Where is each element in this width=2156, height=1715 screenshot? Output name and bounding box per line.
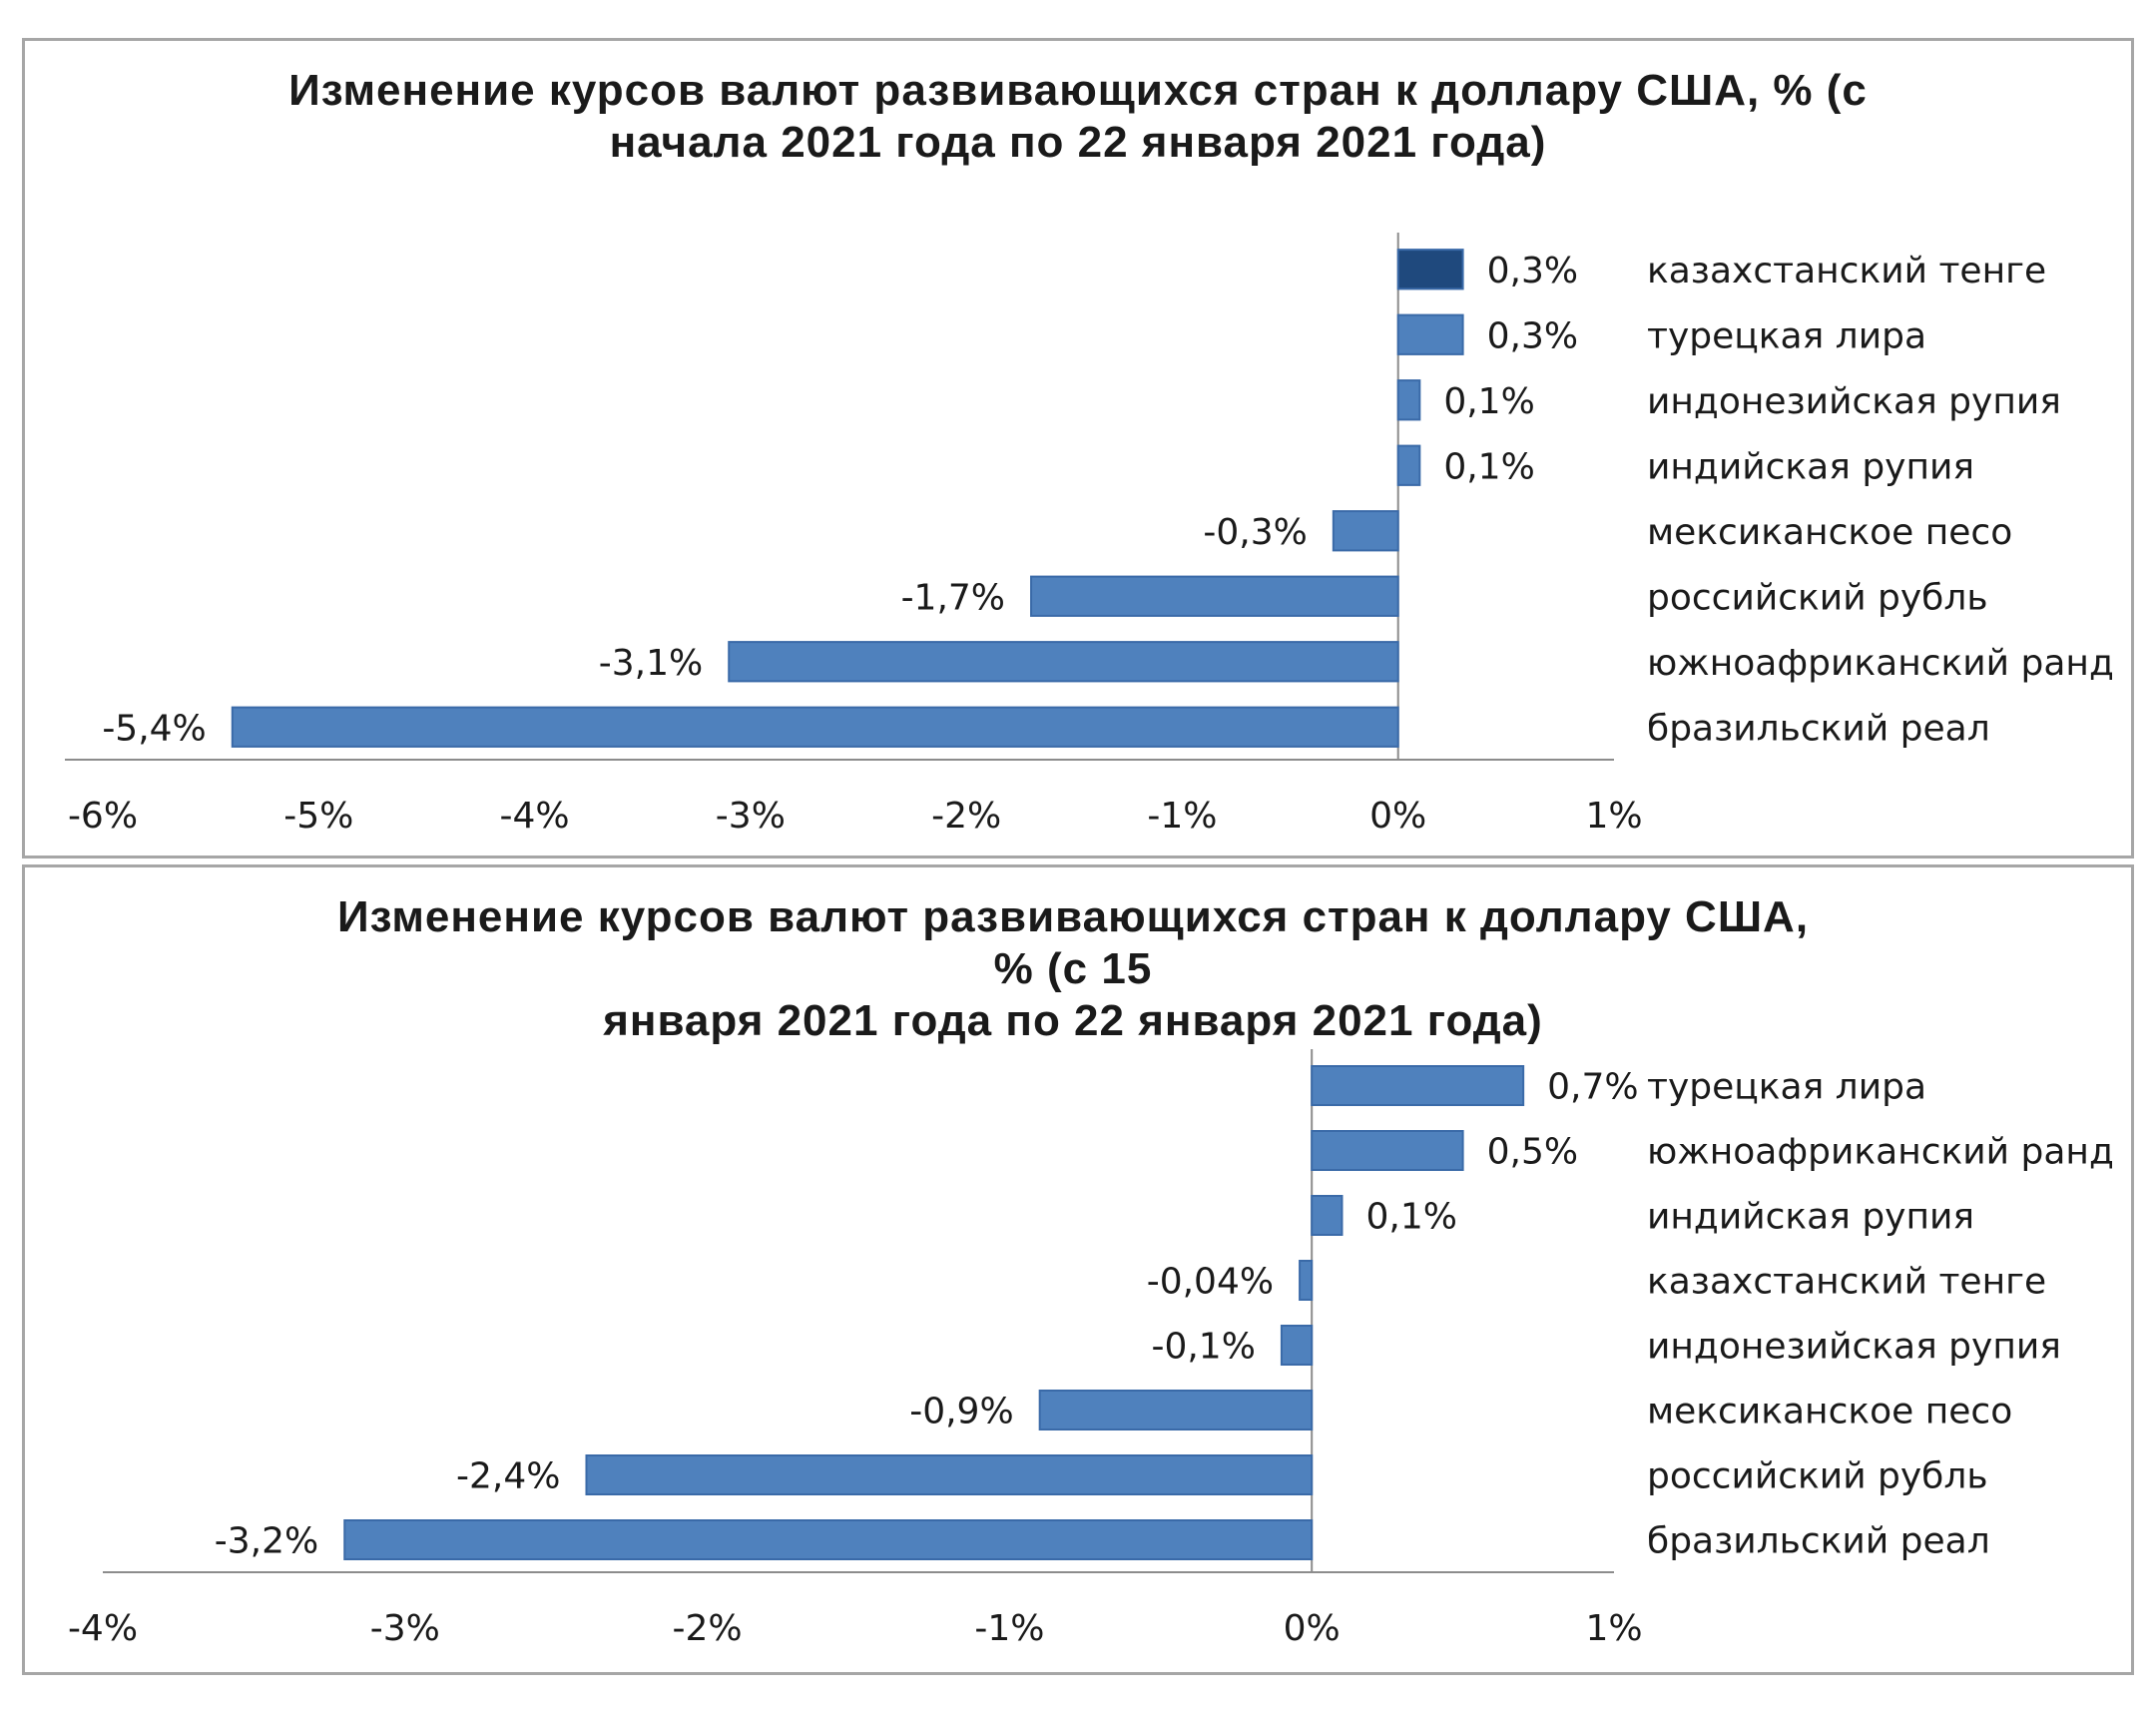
category-label: бразильский реал <box>1647 708 1990 749</box>
x-tick-label: -2% <box>673 1608 743 1649</box>
category-label: мексиканское песо <box>1647 1392 2012 1432</box>
category-label: казахстанский тенге <box>1647 1262 2046 1303</box>
bar <box>1038 1390 1314 1430</box>
data-label: 0,5% <box>1487 1132 1578 1173</box>
x-tick-label: 0% <box>1369 796 1426 837</box>
x-tick-label: -4% <box>500 796 570 837</box>
chart-title-line-2: января 2021 года по 22 января 2021 года) <box>603 996 1543 1045</box>
bar <box>585 1454 1314 1495</box>
x-tick-label: -6% <box>68 796 138 837</box>
bar-chart-ytd: 0,3% казахстанский тенге 0,3% турецкая лира… <box>65 233 2114 837</box>
chart-title: Изменение курсов валют развивающихся стр… <box>324 891 1822 1047</box>
x-tick-label: 0% <box>1284 1608 1341 1649</box>
bar <box>728 641 1399 683</box>
data-label: 0,7% <box>1547 1067 1638 1108</box>
chart-panel-weekly: Изменение курсов валют развивающихся стр… <box>22 864 2134 1675</box>
x-tick-label: 1% <box>1585 1608 1642 1649</box>
bar <box>1332 510 1399 552</box>
category-label: индийская рупия <box>1647 446 1974 487</box>
category-label: российский рубль <box>1647 1456 1988 1497</box>
data-label: -0,9% <box>909 1392 1013 1432</box>
data-label: -1,7% <box>901 577 1005 618</box>
bar-chart-weekly: 0,7% турецкая лира 0,5% южноафриканский ран… <box>68 1049 2114 1649</box>
chart-title-line-1: Изменение курсов валют развивающихся стр… <box>336 892 1810 993</box>
data-label: 0,1% <box>1443 381 1534 422</box>
data-label: -3,2% <box>215 1521 318 1562</box>
bar <box>1030 575 1399 617</box>
bar <box>1311 1130 1464 1171</box>
data-label: -2,4% <box>456 1456 560 1497</box>
data-label: -0,04% <box>1147 1262 1274 1303</box>
x-tick-label: -3% <box>370 1608 440 1649</box>
category-label: турецкая лира <box>1647 315 1926 356</box>
x-tick-label: -2% <box>931 796 1001 837</box>
bar <box>1396 444 1421 486</box>
chart-title-line-1: Изменение курсов валют развивающихся стр… <box>288 66 1868 115</box>
x-tick-label: -5% <box>283 796 353 837</box>
bar <box>1311 1065 1525 1106</box>
category-label: мексиканское песо <box>1647 512 2012 553</box>
data-label: -0,3% <box>1203 512 1307 553</box>
category-label: индийская рупия <box>1647 1197 1974 1238</box>
data-label: -3,1% <box>599 643 703 684</box>
data-label: 0,3% <box>1487 315 1578 356</box>
bar <box>231 706 1399 748</box>
data-label: 0,1% <box>1365 1197 1456 1238</box>
bar <box>1396 379 1421 421</box>
bar <box>343 1519 1314 1560</box>
category-label: индонезийская рупия <box>1647 1327 2061 1368</box>
bar <box>1396 313 1464 355</box>
x-tick-label: -1% <box>1147 796 1217 837</box>
x-tick-label: -4% <box>68 1608 138 1649</box>
category-label: российский рубль <box>1647 577 1988 618</box>
chart-panel-ytd: Изменение курсов валют развивающихся стр… <box>22 38 2134 858</box>
data-label: 0,1% <box>1443 446 1534 487</box>
chart-title: Изменение курсов валют развивающихся стр… <box>25 65 2131 169</box>
data-label: -5,4% <box>102 708 206 749</box>
category-label: южноафриканский ранд <box>1647 1132 2114 1173</box>
category-label: турецкая лира <box>1647 1067 1926 1108</box>
data-label: -0,1% <box>1151 1327 1255 1368</box>
category-label: бразильский реал <box>1647 1521 1990 1562</box>
x-tick-label: -3% <box>716 796 786 837</box>
bar <box>1311 1195 1344 1236</box>
category-label: южноафриканский ранд <box>1647 643 2114 684</box>
bar <box>1280 1325 1314 1366</box>
category-label: казахстанский тенге <box>1647 251 2046 291</box>
data-label: 0,3% <box>1487 251 1578 291</box>
category-label: индонезийская рупия <box>1647 381 2061 422</box>
bar <box>1396 249 1464 290</box>
chart-title-line-2: начала 2021 года по 22 января 2021 года) <box>609 118 1547 167</box>
bar <box>1299 1260 1314 1301</box>
x-tick-label: 1% <box>1585 796 1642 837</box>
x-tick-label: -1% <box>974 1608 1044 1649</box>
